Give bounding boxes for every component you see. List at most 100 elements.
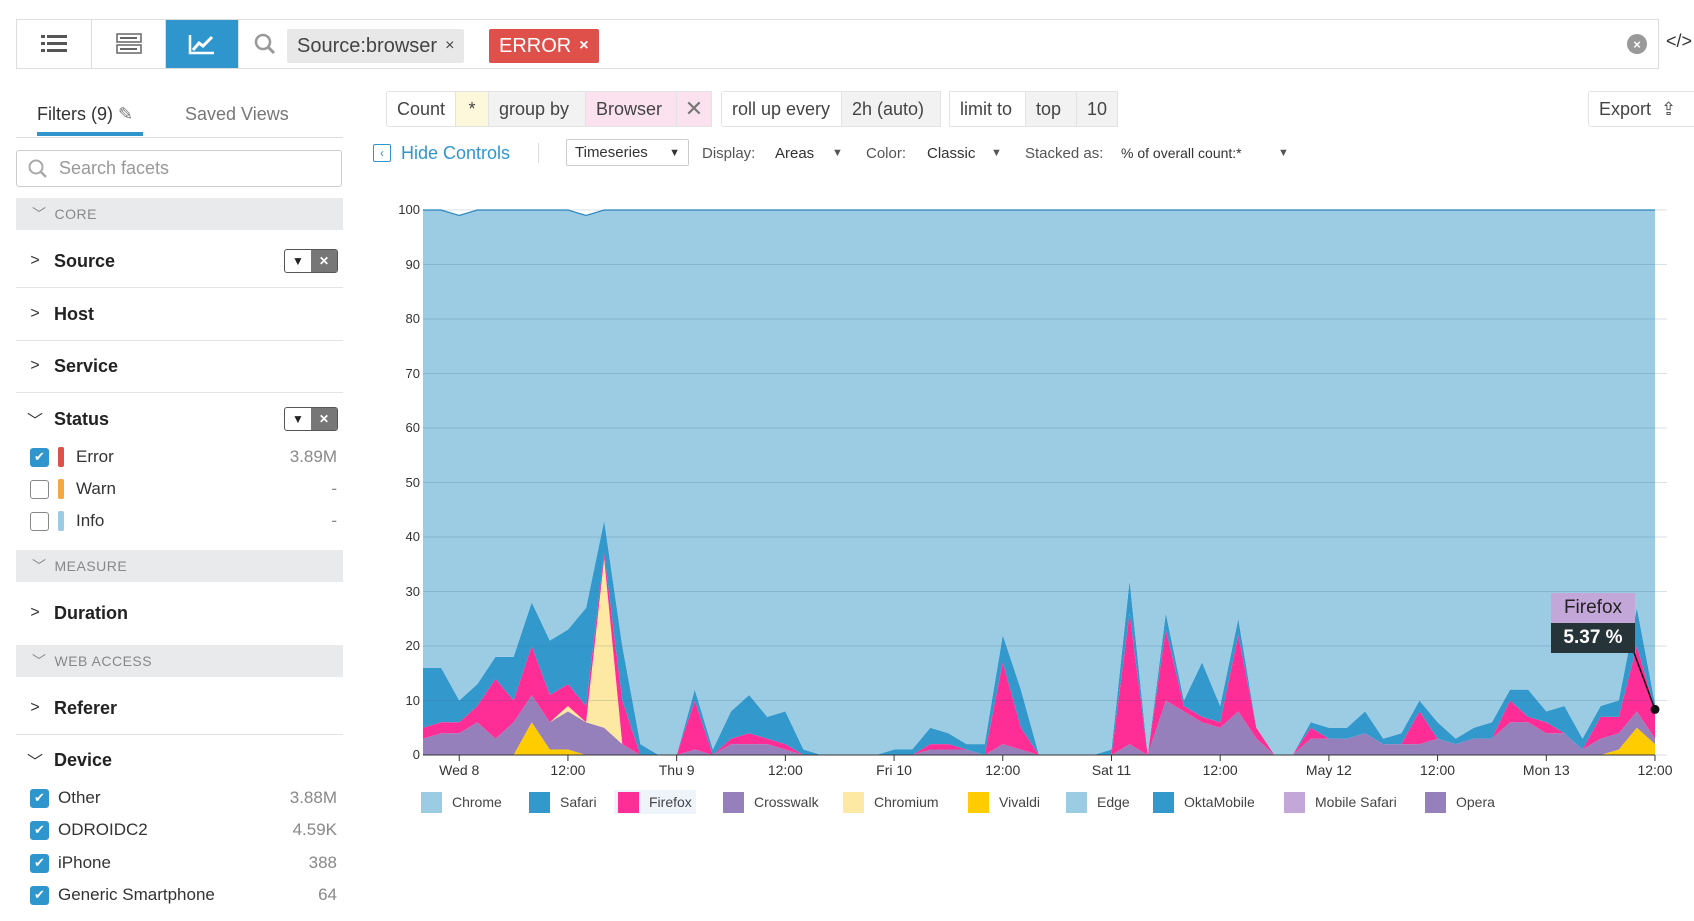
legend-label: Chromium xyxy=(874,794,939,810)
device-option-iphone[interactable]: ✔ iPhone 388 xyxy=(30,851,337,875)
search-icon xyxy=(28,159,47,178)
y-tick-label: 30 xyxy=(405,583,420,599)
remove-group-by-icon[interactable]: ✕ xyxy=(676,91,712,127)
analytics-view-button[interactable] xyxy=(166,20,239,68)
search-chip-source[interactable]: Source:browser × xyxy=(287,29,465,63)
chevron-right-icon: > xyxy=(30,305,40,322)
clear-filter-icon[interactable]: ✕ xyxy=(311,408,337,430)
checkbox[interactable] xyxy=(30,479,49,499)
filter-icon[interactable]: ▼ xyxy=(292,412,304,426)
facet-service[interactable]: > Service xyxy=(16,353,343,379)
facet-device[interactable]: ﹀ Device xyxy=(16,747,343,773)
divider xyxy=(538,143,539,163)
search-chip-error[interactable]: ERROR × xyxy=(489,29,599,63)
section-web-access[interactable]: ﹀ WEB ACCESS xyxy=(16,645,343,677)
analytics-chart-icon xyxy=(188,35,214,55)
tab-filters[interactable]: Filters (9) ✎ xyxy=(37,104,133,125)
chevron-down-icon: ﹀ xyxy=(26,413,43,430)
clear-search-icon[interactable]: × xyxy=(1627,34,1647,54)
caret-down-icon[interactable]: ▼ xyxy=(1278,147,1289,159)
facet-host[interactable]: > Host xyxy=(16,301,343,327)
legend-item-chromium[interactable]: Chromium xyxy=(839,790,943,814)
facet-label: Duration xyxy=(54,602,128,623)
pencil-icon[interactable]: ✎ xyxy=(118,104,134,124)
facet-source[interactable]: > Source ▼ ✕ xyxy=(16,248,343,274)
area-crosswalk[interactable] xyxy=(423,695,1655,755)
status-color-swatch xyxy=(58,479,64,499)
option-count: 64 xyxy=(318,885,337,904)
color-select[interactable]: Classic xyxy=(927,144,976,162)
legend-item-edge[interactable]: Edge xyxy=(1062,790,1134,814)
caret-down-icon[interactable]: ▼ xyxy=(832,147,843,159)
remove-chip-icon[interactable]: × xyxy=(579,37,589,54)
option-count: 4.59K xyxy=(292,820,337,839)
status-option-warn[interactable]: Warn - xyxy=(30,477,337,501)
facet-label: Host xyxy=(54,303,94,324)
display-select[interactable]: Areas xyxy=(775,144,815,162)
legend-swatch xyxy=(1153,791,1174,813)
section-core[interactable]: ﹀ CORE xyxy=(16,198,343,230)
search-facets-input[interactable]: Search facets xyxy=(16,150,342,187)
legend-item-crosswalk[interactable]: Crosswalk xyxy=(719,790,823,814)
filter-icon[interactable]: ▼ xyxy=(292,254,304,268)
area-vivaldi[interactable] xyxy=(423,722,1655,755)
y-tick-label: 50 xyxy=(405,474,420,490)
list-view-button[interactable] xyxy=(17,20,92,68)
area-chrome[interactable] xyxy=(423,210,1655,755)
y-tick-label: 20 xyxy=(405,638,420,653)
tab-saved-views[interactable]: Saved Views xyxy=(185,104,289,124)
y-tick-label: 10 xyxy=(405,692,420,708)
visualization-select[interactable]: Timeseries ▼ xyxy=(566,139,689,166)
device-option-generic-smartphone[interactable]: ✔ Generic Smartphone 64 xyxy=(30,883,337,907)
legend-item-mobile-safari[interactable]: Mobile Safari xyxy=(1280,790,1401,814)
facet-referer[interactable]: > Referer xyxy=(16,695,343,721)
facet-duration[interactable]: > Duration xyxy=(16,600,343,626)
rollup-select[interactable]: 2h (auto) xyxy=(841,91,941,127)
export-label: Export xyxy=(1599,98,1652,119)
checkbox-checked[interactable]: ✔ xyxy=(30,853,49,873)
checkbox-checked[interactable]: ✔ xyxy=(30,820,49,840)
status-option-error[interactable]: ✔ Error 3.89M xyxy=(30,445,337,469)
section-label: MEASURE xyxy=(54,558,128,574)
export-button[interactable]: Export ⇪ xyxy=(1588,91,1694,127)
device-option-odroidc2[interactable]: ✔ ODROIDC2 4.59K xyxy=(30,818,337,842)
option-label: iPhone xyxy=(58,853,111,872)
chevron-down-icon: ﹀ xyxy=(32,558,47,574)
legend-swatch xyxy=(1284,791,1305,813)
checkbox[interactable] xyxy=(30,511,49,531)
legend-item-firefox[interactable]: Firefox xyxy=(614,790,696,814)
legend-item-oktamobile[interactable]: OktaMobile xyxy=(1149,790,1259,814)
legend-item-opera[interactable]: Opera xyxy=(1421,790,1499,814)
status-option-info[interactable]: Info - xyxy=(30,509,337,533)
legend-item-chrome[interactable]: Chrome xyxy=(417,790,506,814)
checkbox-checked[interactable]: ✔ xyxy=(30,788,49,808)
limit-count-input[interactable]: 10 xyxy=(1076,91,1118,127)
section-measure[interactable]: ﹀ MEASURE xyxy=(16,550,343,582)
x-tick-label: 12:00 xyxy=(985,762,1021,778)
device-option-other[interactable]: ✔ Other 3.88M xyxy=(30,786,337,810)
legend-item-vivaldi[interactable]: Vivaldi xyxy=(964,790,1044,814)
section-label: CORE xyxy=(54,206,97,222)
legend-swatch xyxy=(421,791,442,813)
y-tick-label: 90 xyxy=(405,256,420,272)
checkbox-checked[interactable]: ✔ xyxy=(30,447,49,467)
caret-down-icon[interactable]: ▼ xyxy=(991,147,1002,159)
legend-label: Opera xyxy=(1456,794,1495,810)
facet-status[interactable]: ﹀ Status ▼ ✕ xyxy=(16,406,343,432)
x-tick-label: Wed 8 xyxy=(439,762,480,778)
stacked-select[interactable]: % of overall count:* xyxy=(1121,145,1242,161)
hover-point xyxy=(1650,704,1660,714)
hide-controls-button[interactable]: ‹ Hide Controls xyxy=(373,141,510,165)
patterns-view-button[interactable] xyxy=(92,20,166,68)
tooltip-series: Firefox xyxy=(1551,593,1635,623)
remove-chip-icon[interactable]: × xyxy=(445,37,455,54)
caret-down-icon: ▼ xyxy=(669,146,680,159)
checkbox-checked[interactable]: ✔ xyxy=(30,885,49,905)
option-count: 3.88M xyxy=(289,788,337,807)
option-count: 388 xyxy=(308,853,337,872)
code-view-icon[interactable]: </> xyxy=(1666,31,1693,51)
clear-filter-icon[interactable]: ✕ xyxy=(311,250,337,272)
group-by-field[interactable]: Browser xyxy=(585,91,677,127)
legend-item-safari[interactable]: Safari xyxy=(525,790,601,814)
